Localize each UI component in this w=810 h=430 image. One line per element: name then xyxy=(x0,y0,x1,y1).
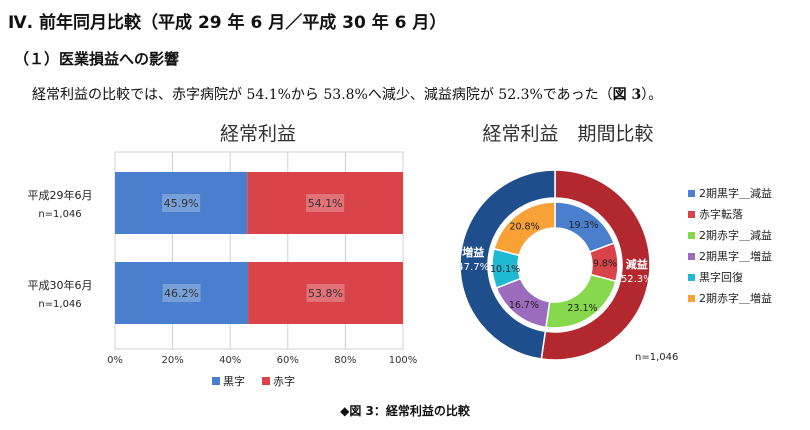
x-tick-label: 100% xyxy=(389,355,418,366)
data-label: 46.2% xyxy=(164,287,199,300)
legend-label: 2期赤字＿増益 xyxy=(699,291,772,305)
bar-segment xyxy=(115,262,249,324)
inner-data-label: 9.8% xyxy=(593,259,617,270)
outer-series-label: 増益 xyxy=(462,245,484,259)
y-category-n: n=1,046 xyxy=(38,299,81,310)
chart-title: 経常利益 xyxy=(220,123,296,145)
y-category-n: n=1,046 xyxy=(38,209,81,220)
legend-label: 2期赤字＿減益 xyxy=(699,228,772,242)
bar-segment xyxy=(248,262,403,324)
legend-swatch xyxy=(688,295,695,302)
summary-paragraph: 経常利益の比較では、赤字病院が 54.1%から 53.8%へ減少、減益病院が 5… xyxy=(32,84,662,104)
x-tick-label: 0% xyxy=(107,355,123,366)
donut-segment xyxy=(493,201,556,257)
bar-chart: 経常利益 0% 20% 40% 60% 80% 100% 45.9% 54.1% 平成29年6月 n… xyxy=(28,123,418,388)
legend-swatch xyxy=(688,253,695,260)
outer-data-label: 52.3% xyxy=(621,274,653,285)
inner-data-label: 19.3% xyxy=(568,220,598,231)
legend-swatch xyxy=(262,377,270,385)
x-tick-label: 60% xyxy=(277,355,299,366)
paragraph-text: 経常利益の比較では、赤字病院が 54.1%から 53.8%へ減少、減益病院が 5… xyxy=(32,87,613,103)
legend-label: 赤字 xyxy=(273,374,295,388)
legend-swatch xyxy=(688,232,695,239)
donut-segment xyxy=(540,169,651,361)
legend-swatch xyxy=(212,377,220,385)
chart-title: 経常利益 期間比較 xyxy=(482,123,653,145)
data-label-box xyxy=(306,194,345,212)
outer-series-label: 減益 xyxy=(626,257,648,271)
sample-size-note: n=1,046 xyxy=(635,352,678,363)
legend-swatch xyxy=(688,274,695,281)
section-heading: Ⅳ. 前年同月比較（平成 29 年 6 月／平成 30 年 6 月） xyxy=(8,13,447,33)
inner-data-label: 10.1% xyxy=(490,264,520,275)
donut-chart: 経常利益 期間比較 19.3% 9.8% 23.1% 16.7% 10.1% 20.8% 減益… xyxy=(457,123,772,363)
data-label-box xyxy=(162,194,201,212)
paragraph-end: ）。 xyxy=(641,87,663,103)
legend-label: 黒字 xyxy=(223,374,245,388)
data-label-box xyxy=(306,284,345,302)
bar-segment xyxy=(115,172,248,234)
outer-data-label: 47.7% xyxy=(457,262,489,273)
data-label: 54.1% xyxy=(308,197,343,210)
legend-label: 2期黒字＿減益 xyxy=(699,186,772,200)
legend-label: 赤字転落 xyxy=(699,207,743,221)
legend-swatch xyxy=(688,211,695,218)
x-tick-label: 80% xyxy=(334,355,356,366)
data-label: 45.9% xyxy=(164,197,199,210)
y-category-label: 平成30年6月 xyxy=(28,278,93,292)
inner-data-label: 23.1% xyxy=(567,303,597,314)
data-label-box xyxy=(162,284,201,302)
subsection-heading: （１）医業損益への影響 xyxy=(14,50,180,68)
bar-segment xyxy=(247,172,403,234)
inner-data-label: 16.7% xyxy=(509,300,539,311)
figure-reference: 図 3 xyxy=(612,87,642,103)
legend-label: 2期黒字＿増益 xyxy=(699,249,772,263)
legend-swatch xyxy=(688,190,695,197)
legend-label: 黒字回復 xyxy=(699,270,743,284)
donut-segment xyxy=(459,169,556,360)
x-tick-label: 40% xyxy=(219,355,241,366)
inner-data-label: 20.8% xyxy=(509,221,539,232)
y-category-label: 平成29年6月 xyxy=(28,188,93,202)
x-tick-label: 20% xyxy=(161,355,183,366)
figure-caption: ◆図 3：経常利益の比較 xyxy=(340,404,470,418)
data-label: 53.8% xyxy=(308,287,343,300)
